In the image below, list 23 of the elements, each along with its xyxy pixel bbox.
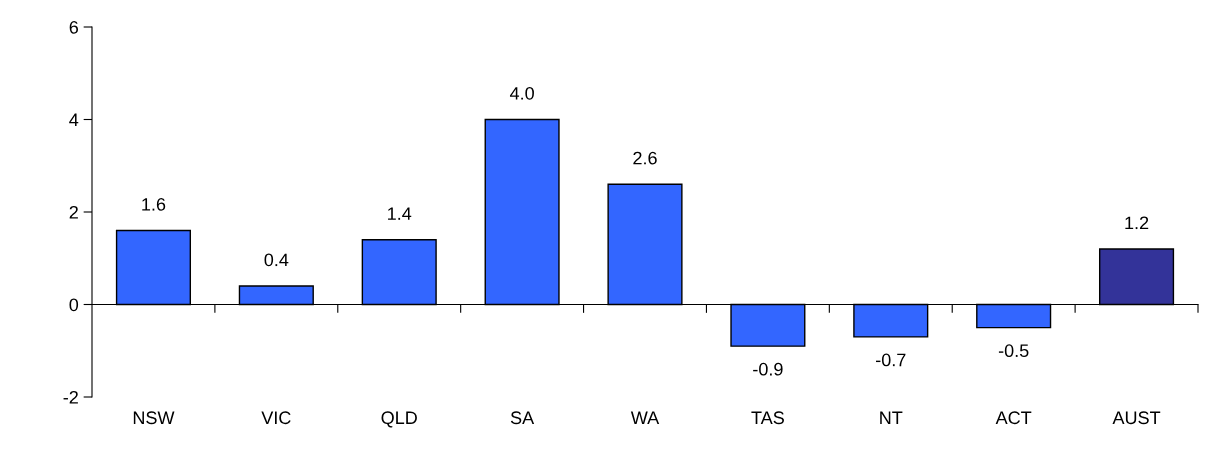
y-tick-label: 2 [69, 205, 78, 219]
x-tick-label: NT [880, 411, 903, 424]
x-tick-label: NSW [133, 411, 175, 425]
data-label: 2.6 [633, 151, 657, 165]
x-tick-label: SA [510, 411, 535, 425]
x-tick-label: ACT [995, 411, 1032, 425]
data-label: 4.0 [509, 86, 534, 100]
data-label: -0.5 [998, 344, 1029, 358]
data-label: 1.6 [142, 197, 166, 211]
x-tick-label: VIC [261, 411, 291, 425]
x-tick-label: QLD [381, 411, 417, 428]
data-label: -0.7 [876, 353, 906, 367]
x-tick-label: WA [630, 411, 660, 424]
data-label: 0.4 [264, 253, 289, 267]
x-tick-label: AUST [1112, 411, 1161, 425]
y-tick-label: 4 [69, 113, 79, 127]
x-tick-label: TAS [751, 411, 784, 425]
data-label: 1.2 [1125, 216, 1149, 230]
y-tick-label: 0 [69, 298, 79, 312]
data-label: -0.9 [753, 362, 783, 376]
y-tick-label: -2 [63, 390, 78, 404]
y-tick-label: 6 [69, 20, 79, 34]
data-label: 1.4 [388, 207, 412, 220]
